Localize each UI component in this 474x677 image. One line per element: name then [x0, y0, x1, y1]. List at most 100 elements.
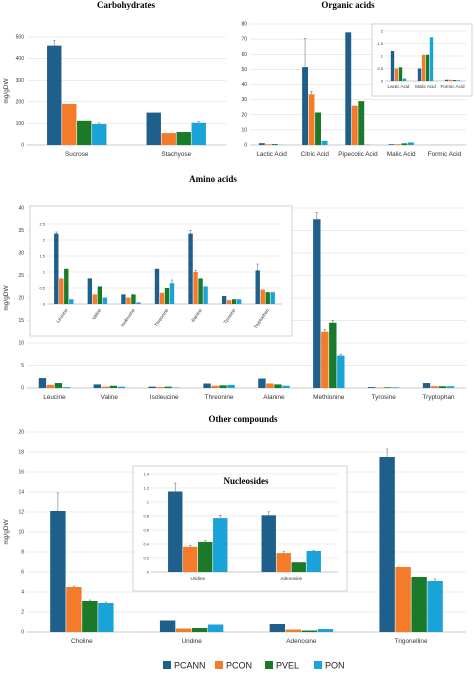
bar-aminoinset-alanine-pon: [203, 286, 208, 304]
bar-orginset-malic-acid-pvel: [425, 54, 430, 81]
bar-org-lactic-acid-pvel: [271, 144, 278, 145]
y-tick-label: 30: [241, 97, 247, 103]
y-tick-label: 4: [21, 590, 24, 596]
bar-aminoinset-isoleucine-pcon: [126, 297, 131, 304]
bar-other-adenosine-pcann: [269, 624, 286, 632]
bar-amino-valine-pvel: [109, 385, 118, 388]
y-tick-label: 40: [18, 206, 24, 212]
x-tick-label: Uridine: [182, 638, 203, 645]
bar-orginset-formic-acid-pcon: [448, 79, 453, 81]
y-tick-label: 0.8: [143, 514, 149, 519]
y-tick-label: 0: [21, 630, 24, 636]
bar-amino-threonine-pcon: [211, 385, 219, 388]
bar-other-adenosine-pvel: [301, 630, 318, 632]
y-tick-label: 300: [16, 78, 25, 84]
bar-other-uridine-pcann: [159, 620, 176, 632]
x-tick-label: Methionine: [313, 394, 345, 401]
x-tick-label: Sucrose: [65, 151, 89, 158]
bar-amino-leucine-pvel: [54, 383, 63, 388]
y-tick-label: 0.2: [143, 556, 149, 561]
x-tick-label: Malic Acid: [387, 151, 416, 158]
bar-amino-leucine-pcann: [38, 378, 47, 388]
y-tick-label: 40: [241, 82, 247, 88]
y-tick-label: 60: [241, 52, 247, 58]
bar-aminoinset-valine-pvel: [97, 286, 103, 304]
y-tick-label: 18: [18, 450, 24, 456]
legend-label-pon: PON: [325, 661, 345, 671]
legend-label-pcon: PCON: [226, 661, 252, 671]
bar-orginset-lactic-acid-pcann: [390, 51, 395, 81]
bar-carb-sucrose-pcann: [47, 45, 62, 145]
x-tick-label: Tryptophan: [423, 394, 456, 401]
bar-amino-threonine-pcann: [203, 383, 211, 388]
bar-nuc-adenosine-pon: [306, 551, 321, 572]
x-tick-label: Malic Acid: [415, 84, 436, 89]
x-tick-label: Adenosine: [286, 638, 317, 645]
chart-title: Nucleosides: [224, 476, 269, 486]
x-tick-label: Formic Acid: [441, 84, 465, 89]
bar-org-citric-acid-pon: [321, 140, 328, 145]
bar-other-choline-pon: [98, 603, 114, 632]
y-tick-label: 10: [18, 530, 24, 536]
bar-other-adenosine-pon: [317, 629, 334, 632]
bar-orginset-malic-acid-pcann: [417, 68, 422, 81]
legend: PCANN PCON PVEL PON: [163, 661, 345, 671]
bar-org-citric-acid-pcann: [302, 67, 308, 145]
y-tick-label: 0.4: [143, 542, 149, 547]
bar-org-pipecolic-acid-pcann: [345, 32, 352, 145]
y-tick-label: 0: [21, 143, 24, 149]
y-axis-label: mg/gDW: [3, 518, 10, 544]
x-tick-label: Stachyose: [161, 151, 191, 158]
bar-orginset-formic-acid-pon: [456, 80, 461, 81]
bar-amino-valine-pcann: [93, 384, 102, 388]
bar-aminoinset-leucine-pcann: [54, 233, 59, 304]
x-tick-label: Tyrosine: [372, 394, 397, 401]
bar-nuc-uridine-pcon: [183, 546, 198, 572]
y-tick-label: 30: [18, 251, 24, 257]
bar-aminoinset-alanine-pvel: [198, 278, 203, 304]
bar-other-uridine-pon: [207, 624, 224, 632]
y-tick-label: 0.5: [377, 66, 383, 71]
bar-org-pipecolic-acid-pvel: [358, 101, 365, 145]
bar-carb-sucrose-pon: [92, 124, 107, 145]
y-tick-label: 20: [241, 112, 247, 118]
bar-amino-threonine-pon: [227, 384, 235, 388]
bar-orginset-formic-acid-pvel: [452, 80, 457, 81]
bar-aminoinset-isoleucine-pcann: [121, 294, 126, 304]
bar-aminoinset-threonine-pvel: [164, 288, 170, 304]
bar-amino-tyrosine-pon: [391, 387, 400, 388]
bar-aminoinset-isoleucine-pvel: [131, 294, 136, 304]
y-tick-label: 5: [21, 363, 24, 369]
bar-other-choline-pvel: [82, 601, 98, 632]
bar-orginset-malic-acid-pon: [429, 37, 434, 81]
bar-amino-leucine-pcon: [46, 384, 55, 388]
bar-aminoinset-tyrosine-pon: [236, 299, 242, 304]
bar-other-choline-pcann: [50, 511, 66, 632]
bar-org-lactic-acid-pcann: [258, 143, 265, 145]
inset-frame: [29, 205, 293, 337]
legend-swatch-pon: [314, 661, 322, 669]
bar-nuc-adenosine-pcann: [261, 515, 276, 572]
bar-carb-sucrose-pcon: [62, 103, 77, 145]
bar-other-uridine-pcon: [175, 628, 192, 632]
x-tick-label: Lactic Acid: [256, 151, 287, 158]
bar-aminoinset-valine-pcon: [92, 294, 98, 304]
chart-title: Carbohydrates: [97, 0, 155, 10]
bar-aminoinset-valine-pon: [102, 297, 108, 304]
bar-carb-stachyose-pcon: [161, 133, 176, 145]
bar-aminoinset-alanine-pcon: [193, 272, 198, 304]
bar-aminoinset-tryptophan-pvel: [265, 292, 270, 304]
bar-orginset-malic-acid-pcon: [421, 54, 426, 81]
y-tick-label: 400: [16, 56, 25, 62]
legend-swatch-pcon: [215, 661, 223, 669]
x-tick-label: Trigonelline: [395, 638, 428, 645]
bar-aminoinset-tryptophan-pcann: [255, 270, 260, 304]
bar-org-pipecolic-acid-pcon: [351, 105, 358, 145]
y-tick-label: 2.5: [39, 222, 45, 227]
bar-aminoinset-leucine-pcon: [59, 278, 64, 304]
bar-nuc-uridine-pon: [213, 518, 228, 572]
x-tick-label: Valine: [101, 394, 119, 401]
legend-label-pcann: PCANN: [174, 661, 206, 671]
